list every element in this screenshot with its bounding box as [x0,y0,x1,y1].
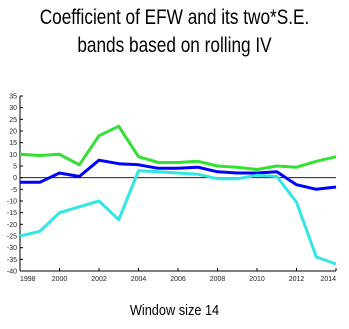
x-tick-label: 2002 [91,276,107,283]
y-tick-label: -40 [7,269,17,276]
y-tick-label: 20 [9,129,17,136]
series-group [19,124,337,266]
y-axis: -40 -35 -30 -25 -20 -15 -10 -5 0 5 10 15 20 25 30 35 [7,94,23,276]
y-tick-label: 25 [9,117,17,124]
chart-title: Coefficient of EFW and its two*S.E. band… [31,4,317,60]
y-tick-label: -35 [7,257,17,264]
x-axis: 1998 2000 2002 2004 2006 2008 2010 2012 2014 [19,268,337,283]
x-tick-label: 2000 [52,276,68,283]
y-tick-label: 5 [13,164,17,171]
chart-title-line-2: bands based on rolling IV [77,34,272,57]
y-tick-label: 15 [9,140,17,147]
plot-frame [19,96,336,272]
y-tick-label: -15 [7,210,17,217]
y-tick-label: -5 [11,187,17,194]
series-line-3 [19,169,337,266]
x-tick-label: 2014 [320,276,336,283]
y-tick-label: -10 [7,199,17,206]
chart-title-line-1: Coefficient of EFW and its two*S.E. [39,6,310,29]
y-tick-label: 10 [9,152,17,159]
x-tick-label: 2008 [210,276,226,283]
y-tick-label: 30 [9,105,17,112]
x-tick-label: 2012 [289,276,305,283]
x-tick-label: 2006 [170,276,186,283]
x-tick-label: 1998 [20,276,36,283]
y-tick-label: -25 [7,234,17,241]
series-line-1 [19,124,337,171]
x-tick-label: 2004 [131,276,147,283]
x-tick-label: 2010 [249,276,265,283]
x-axis-label: Window size 14 [129,302,220,319]
y-tick-label: 0 [13,175,17,182]
y-tick-label: -30 [7,245,17,252]
y-tick-label: 35 [9,94,17,101]
y-tick-label: -20 [7,222,17,229]
series-line-2 [20,158,337,191]
